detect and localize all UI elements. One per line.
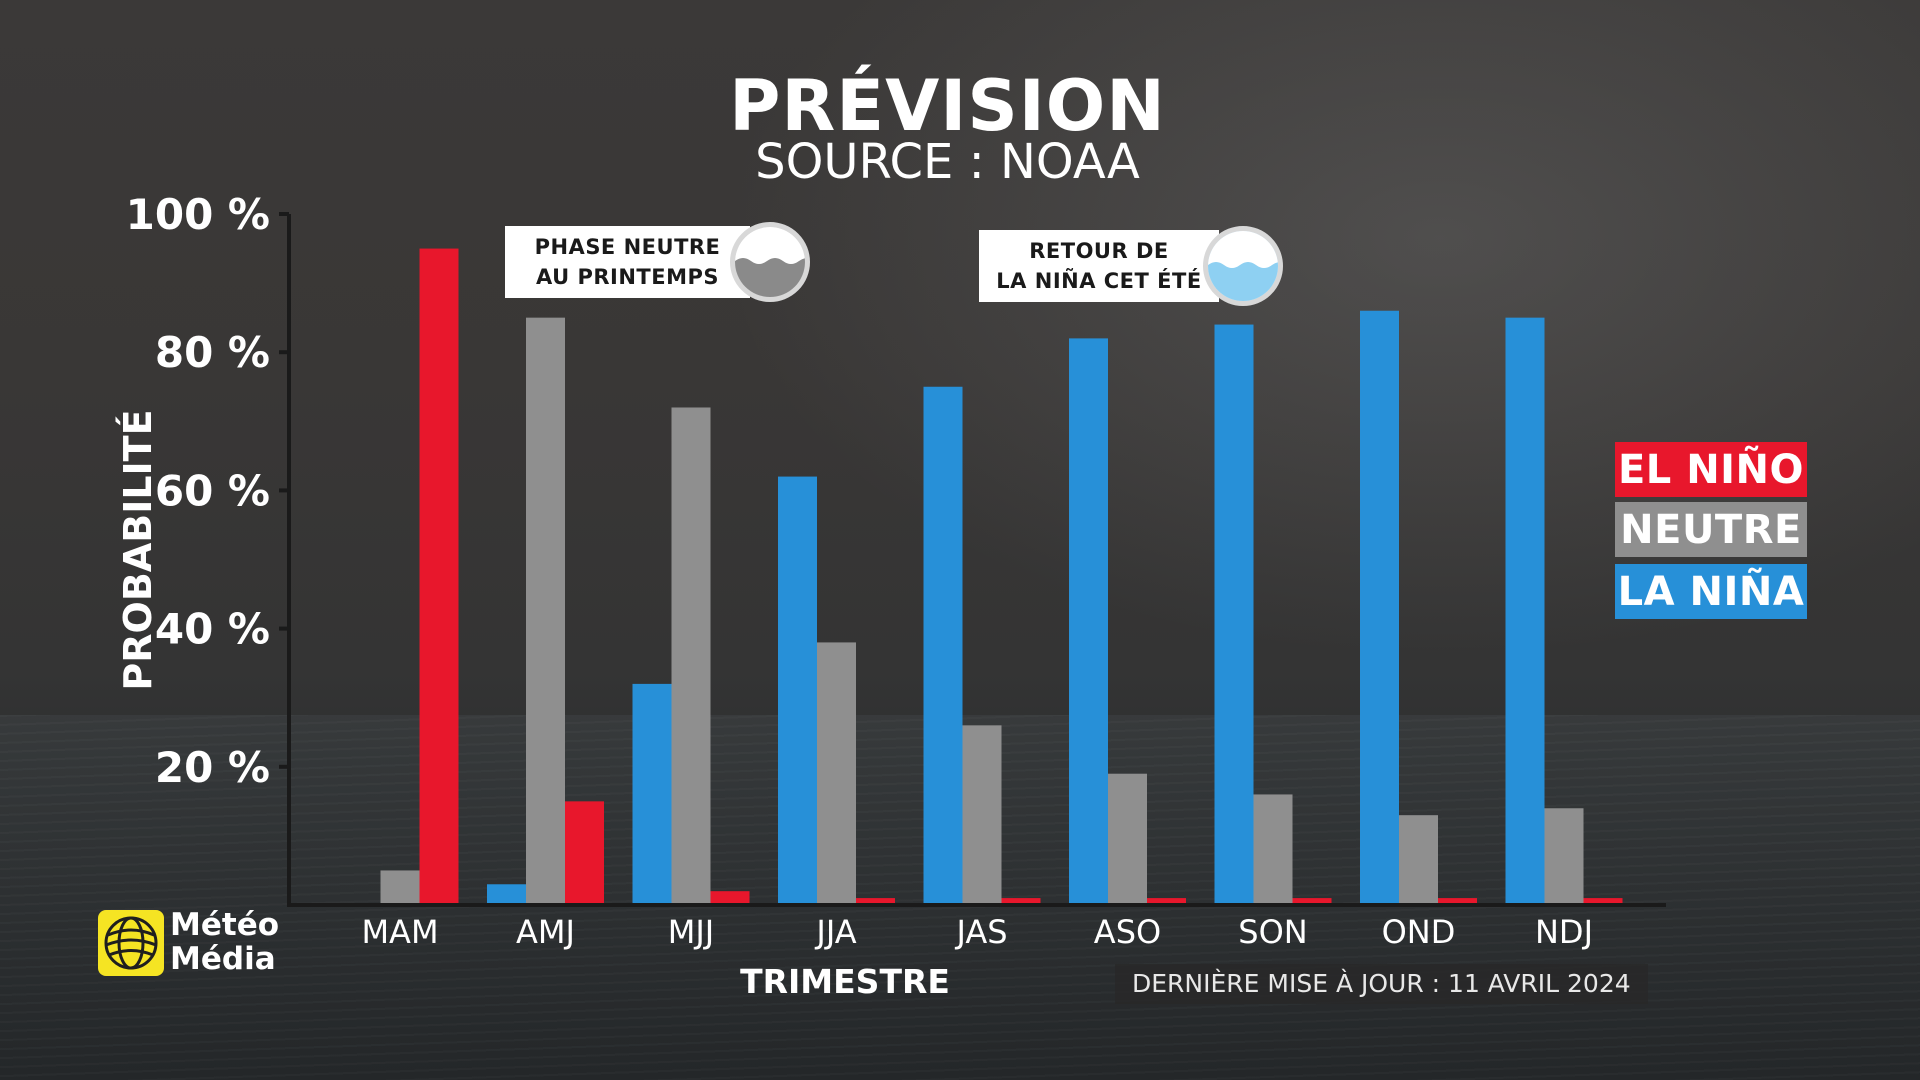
globe-neutral-icon — [730, 222, 810, 302]
bar-el-nino-jja — [856, 898, 895, 905]
x-tick-label-ndj: NDJ — [1535, 913, 1593, 951]
globe-logo-icon — [98, 910, 164, 976]
bar-el-nino-mjj — [710, 891, 750, 905]
bar-el-nino-ndj — [1583, 898, 1623, 905]
bar-la-nina-mjj — [632, 683, 672, 905]
y-ticks-group: 20 % 40 % 60 % 80 % 100 % — [126, 190, 289, 792]
legend-la-nina: LA NIÑA — [1615, 564, 1807, 619]
x-tick-label-aso: ASO — [1094, 913, 1161, 951]
x-tick-label-mjj: MJJ — [668, 913, 714, 951]
bar-neutre-amj — [526, 317, 565, 905]
x-tick-label-jja: JJA — [814, 913, 856, 951]
bar-el-nino-jas — [1001, 898, 1041, 905]
bar-neutre-mjj — [671, 407, 711, 905]
callout-la-nina-line-1: RETOUR DE — [1029, 239, 1169, 263]
logo-line-2: Média — [170, 941, 276, 977]
x-tick-label-mam: MAM — [361, 913, 438, 951]
bar-el-nino-mam — [419, 248, 459, 906]
y-tick-label-80: 80 % — [155, 328, 270, 377]
legend-neutre: NEUTRE — [1615, 502, 1807, 557]
bar-la-nina-jja — [778, 476, 817, 905]
chart-subtitle: SOURCE : NOAA — [755, 134, 1140, 190]
bar-neutre-jas — [962, 725, 1002, 905]
bar-el-nino-son — [1292, 898, 1332, 905]
y-axis-label: PROBABILITÉ — [116, 409, 160, 690]
chart-title: PRÉVISION — [729, 65, 1166, 147]
bar-el-nino-ond — [1438, 898, 1477, 905]
bar-la-nina-aso — [1069, 338, 1108, 905]
meteo-media-logo: Météo Média — [98, 908, 288, 980]
bar-la-nina-jas — [923, 386, 963, 905]
x-tick-label-ond: OND — [1382, 913, 1456, 951]
x-tick-label-jas: JAS — [954, 913, 1007, 951]
bar-neutre-ond — [1399, 815, 1438, 905]
bar-neutre-aso — [1108, 773, 1147, 905]
globe-la-nina-icon — [1203, 226, 1283, 306]
bar-neutre-mam — [380, 870, 420, 905]
bar-la-nina-amj — [487, 884, 526, 905]
bar-neutre-ndj — [1544, 808, 1584, 905]
legend-el-nino: EL NIÑO — [1615, 442, 1807, 497]
callout-neutral-line-1: PHASE NEUTRE — [534, 235, 721, 259]
axes-group — [287, 214, 1666, 907]
bar-la-nina-son — [1214, 324, 1254, 905]
bar-el-nino-aso — [1147, 898, 1186, 905]
bar-la-nina-ndj — [1505, 317, 1545, 905]
bar-neutre-son — [1253, 794, 1293, 905]
x-axis-label: TRIMESTRE — [740, 962, 950, 1001]
y-tick-label-20: 20 % — [155, 743, 270, 792]
y-tick-label-60: 60 % — [155, 466, 270, 515]
bar-el-nino-amj — [565, 801, 604, 905]
y-tick-label-40: 40 % — [155, 605, 270, 654]
callout-la-nina-line-2: LA NIÑA CET ÉTÉ — [996, 269, 1202, 293]
x-categories-group: MAM AMJ MJJ JJA JAS ASO SON OND NDJ — [361, 913, 1593, 951]
x-tick-label-son: SON — [1238, 913, 1307, 951]
y-tick-label-100: 100 % — [126, 190, 270, 239]
bar-neutre-jja — [817, 642, 856, 905]
x-tick-label-amj: AMJ — [516, 913, 575, 951]
callout-la-nina-return: RETOUR DE LA NIÑA CET ÉTÉ — [979, 230, 1219, 302]
bar-la-nina-ond — [1360, 310, 1399, 905]
last-updated: DERNIÈRE MISE À JOUR : 11 AVRIL 2024 — [1115, 964, 1648, 1004]
callout-neutral-phase: PHASE NEUTRE AU PRINTEMPS — [505, 226, 750, 298]
logo-line-1: Météo — [170, 907, 280, 943]
bars-group — [380, 248, 1623, 906]
logo-text: Météo Média — [170, 908, 279, 976]
callout-neutral-line-2: AU PRINTEMPS — [535, 265, 719, 289]
